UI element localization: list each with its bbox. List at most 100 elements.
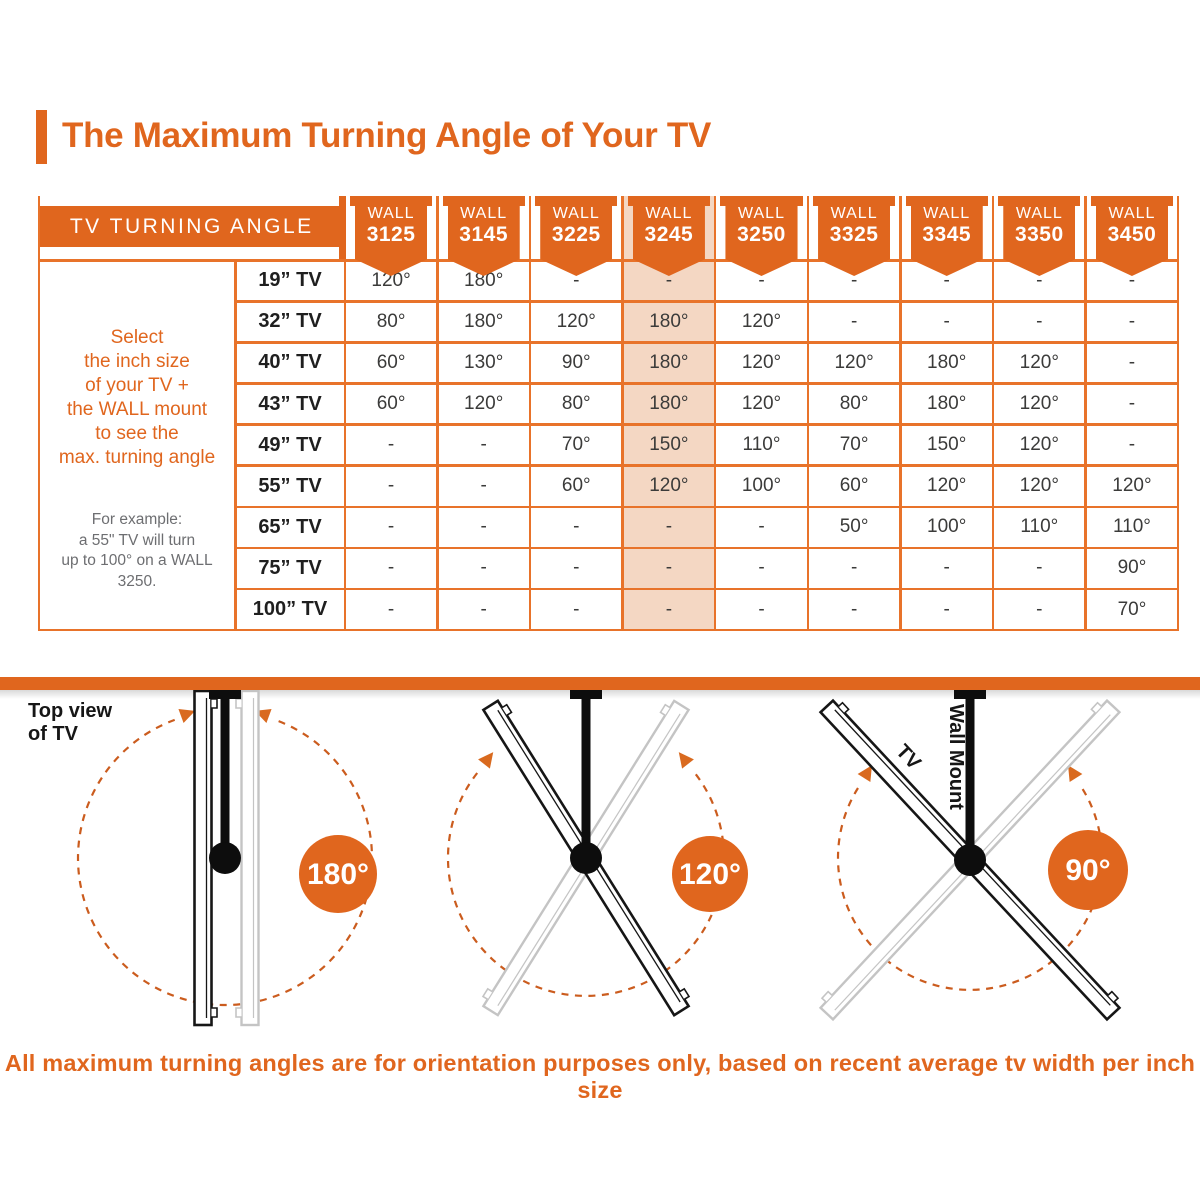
ribbon-model: 3125: [366, 222, 416, 246]
angle-cell: 180°: [901, 384, 992, 424]
wall-mount-label: Wall Mount: [945, 704, 967, 810]
column-header-wall-3345: WALL 3345: [901, 196, 992, 276]
rotation-arrowhead-left: [178, 708, 196, 724]
angle-cell: 120°: [1086, 466, 1177, 506]
tv-size-label: 43” TV: [236, 384, 344, 424]
angle-cell: 120°: [994, 384, 1085, 424]
ribbon-brand: WALL: [830, 205, 878, 222]
turning-angle-table: TV TURNING ANGLE WALL 3125 WALL 3145 WALL 3225…: [38, 196, 1179, 631]
angle-cell: -: [716, 549, 807, 588]
angle-badge: 90°: [1048, 830, 1128, 910]
angle-cell: -: [716, 590, 807, 629]
angle-cell: 180°: [623, 343, 714, 383]
angle-cell: 120°: [716, 343, 807, 383]
column-header-wall-3350: WALL 3350: [994, 196, 1085, 276]
rotation-arrowhead-left: [857, 765, 872, 782]
wall-ribbon: WALL 3145: [447, 196, 520, 276]
angle-cell: -: [901, 302, 992, 342]
angle-cell: -: [346, 508, 437, 547]
wall-ribbon: WALL 3325: [818, 196, 891, 276]
wall-mount-arm: [954, 690, 986, 876]
angle-cell: 120°: [994, 466, 1085, 506]
angle-cell: -: [809, 549, 900, 588]
column-header-wall-3125: WALL 3125: [338, 196, 437, 276]
angle-cell: -: [1086, 425, 1177, 465]
tv-size-label: 19” TV: [236, 261, 344, 301]
ribbon-model: 3250: [737, 222, 786, 246]
wall-ribbon: WALL 3125: [355, 196, 428, 276]
ribbon-model: 3450: [1107, 222, 1157, 246]
angle-cell: 80°: [531, 384, 622, 424]
angle-cell: -: [531, 508, 622, 547]
angle-cell: -: [346, 425, 437, 465]
table-corner-header: TV TURNING ANGLE: [40, 206, 344, 247]
pivot-circle: [209, 842, 241, 874]
wall-ribbon: WALL 3450: [1095, 196, 1168, 276]
ribbon-model: 3245: [644, 222, 694, 246]
angle-cell: -: [346, 466, 437, 506]
angle-cell: -: [346, 590, 437, 629]
angle-cell: 120°: [994, 425, 1085, 465]
angle-cell: 150°: [901, 425, 992, 465]
rotation-arc: [76, 718, 374, 1007]
rotation-diagrams: 180°: [0, 690, 1200, 1050]
angle-badge: 180°: [299, 835, 377, 913]
angle-cell: 110°: [716, 425, 807, 465]
section-divider-band: [0, 677, 1200, 690]
wall-ribbon: WALL 3345: [910, 196, 983, 276]
column-header-wall-3325: WALL 3325: [809, 196, 900, 276]
angle-cell: 120°: [716, 302, 807, 342]
angle-cell: 60°: [346, 384, 437, 424]
angle-cell: 70°: [809, 425, 900, 465]
angle-cell: 70°: [1086, 590, 1177, 629]
angle-cell: -: [623, 590, 714, 629]
angle-cell: -: [438, 466, 529, 506]
angle-cell: 50°: [809, 508, 900, 547]
angle-cell: -: [623, 508, 714, 547]
angle-cell: 100°: [901, 508, 992, 547]
angle-cell: 90°: [1086, 549, 1177, 588]
angle-cell: 150°: [623, 425, 714, 465]
ribbon-brand: WALL: [645, 205, 693, 222]
column-header-wall-3245: WALL 3245: [623, 196, 714, 276]
angle-cell: 70°: [531, 425, 622, 465]
angle-cell: 120°: [623, 466, 714, 506]
angle-cell: 120°: [438, 384, 529, 424]
angle-cell: -: [1086, 343, 1177, 383]
wall-ribbon: WALL 3225: [540, 196, 613, 276]
ribbon-brand: WALL: [1108, 205, 1156, 222]
tv-size-label: 55” TV: [236, 466, 344, 506]
svg-text:90°: 90°: [1065, 854, 1110, 887]
angle-cell: -: [901, 590, 992, 629]
rotation-arrowhead-right: [678, 752, 694, 769]
angle-cell: -: [809, 590, 900, 629]
ribbon-brand: WALL: [460, 205, 508, 222]
diagram-90: TV Wall Mount 90°: [818, 690, 1128, 1022]
ribbon-model: 3325: [829, 222, 879, 246]
svg-text:180°: 180°: [307, 858, 369, 891]
angle-cell: -: [809, 302, 900, 342]
angle-cell: 100°: [716, 466, 807, 506]
tv-size-label: 32” TV: [236, 302, 344, 342]
example-note-text: For example: a 55" TV will turn up to 10…: [61, 511, 213, 590]
wall-ribbon: WALL 3245: [632, 196, 705, 276]
tv-size-label: 65” TV: [236, 508, 344, 547]
pivot-circle: [570, 842, 602, 874]
ribbon-brand: WALL: [923, 205, 971, 222]
angle-cell: 130°: [438, 343, 529, 383]
angle-cell: -: [994, 302, 1085, 342]
angle-cell: -: [994, 549, 1085, 588]
angle-cell: 80°: [809, 384, 900, 424]
angle-cell: -: [623, 549, 714, 588]
angle-cell: -: [994, 590, 1085, 629]
angle-cell: -: [438, 590, 529, 629]
rotation-arrowhead-left: [478, 752, 494, 769]
angle-cell: 60°: [346, 343, 437, 383]
wall-ribbon: WALL 3250: [725, 196, 798, 276]
angle-cell: -: [1086, 384, 1177, 424]
angle-cell: 180°: [623, 384, 714, 424]
column-header-wall-3225: WALL 3225: [531, 196, 622, 276]
diagram-180: 180°: [76, 690, 377, 1027]
rotation-arrowhead-right: [1068, 765, 1083, 782]
angle-cell: 120°: [809, 343, 900, 383]
